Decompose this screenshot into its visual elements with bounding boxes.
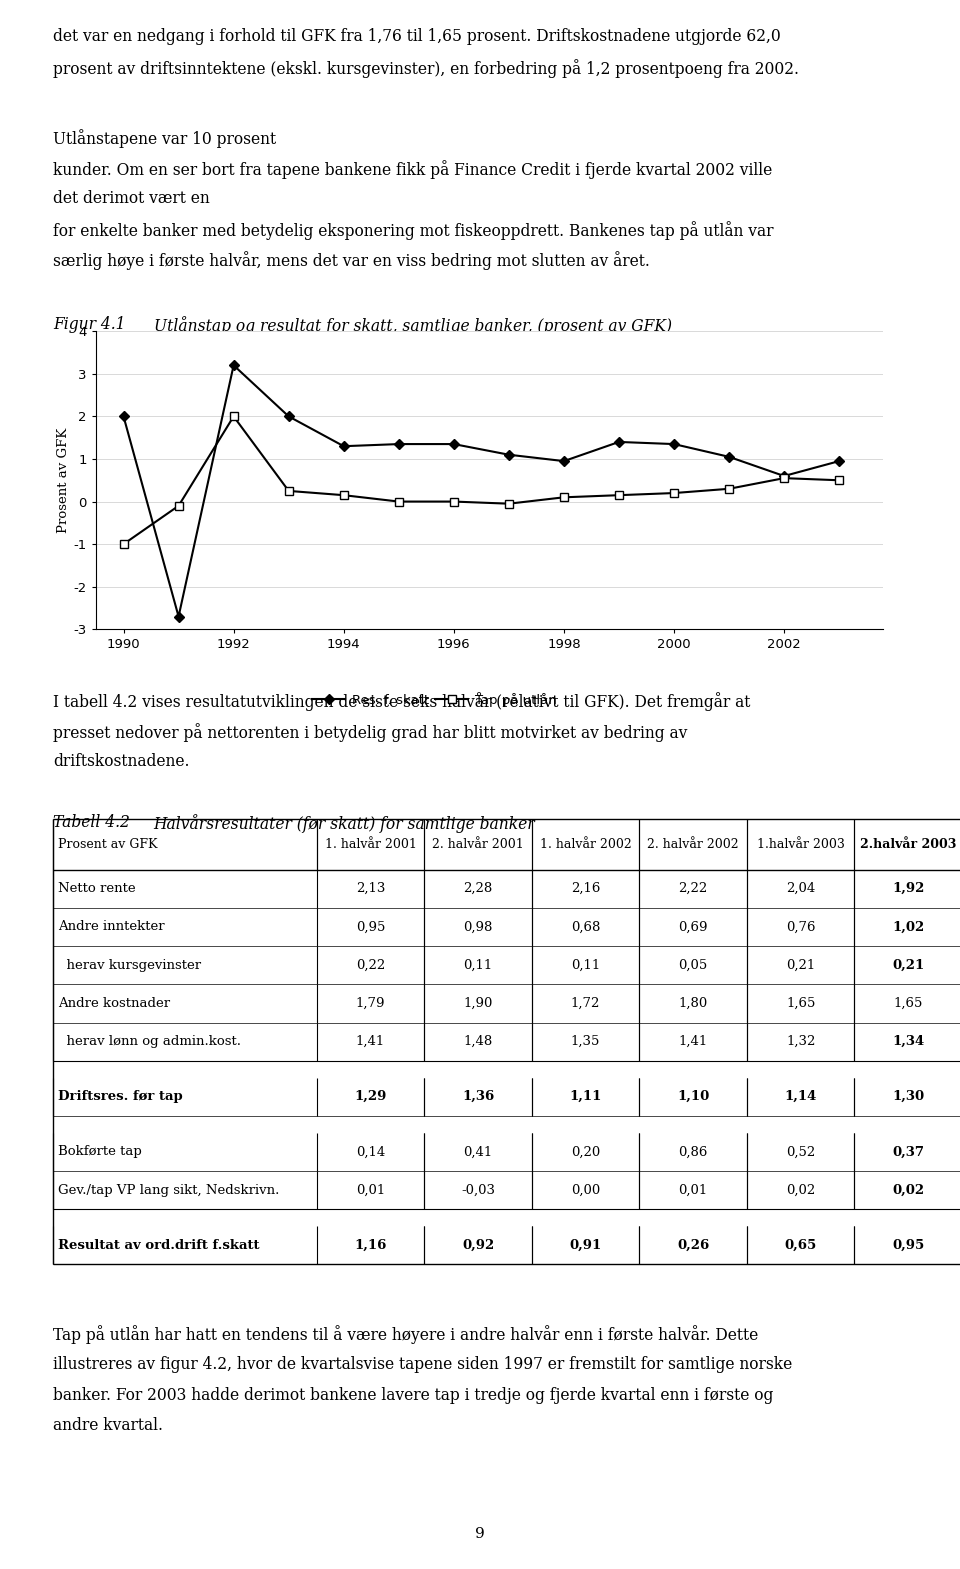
Text: 0,41: 0,41 [464, 1145, 492, 1158]
Text: 0,00: 0,00 [571, 1183, 600, 1197]
Text: det derimot vært en: det derimot vært en [53, 190, 214, 207]
Text: 1,36: 1,36 [462, 1090, 494, 1103]
Text: illustreres av figur 4.2, hvor de kvartalsvise tapene siden 1997 er fremstilt fo: illustreres av figur 4.2, hvor de kvarta… [53, 1356, 792, 1373]
Text: 1,10: 1,10 [677, 1090, 709, 1103]
Text: 1,79: 1,79 [356, 996, 385, 1010]
Text: 1,41: 1,41 [679, 1036, 708, 1048]
Text: Andre kostnader: Andre kostnader [58, 996, 170, 1010]
Text: kunder. Om en ser bort fra tapene bankene fikk på Finance Credit i fjerde kvarta: kunder. Om en ser bort fra tapene banken… [53, 160, 772, 179]
Text: 0,95: 0,95 [892, 1238, 924, 1252]
Text: 0,02: 0,02 [892, 1183, 924, 1197]
Text: 2. halvår 2002: 2. halvår 2002 [647, 838, 739, 850]
Text: Utlånstap og resultat for skatt, samtlige banker, (prosent av GFK): Utlånstap og resultat for skatt, samtlig… [154, 315, 672, 334]
Text: 2,13: 2,13 [356, 882, 385, 896]
Text: 1,48: 1,48 [464, 1036, 492, 1048]
Text: Figur 4.1: Figur 4.1 [53, 315, 126, 333]
Text: 0,26: 0,26 [677, 1238, 709, 1252]
Text: 0,37: 0,37 [892, 1145, 924, 1158]
Text: herav kursgevinster: herav kursgevinster [58, 959, 201, 971]
Text: 0,22: 0,22 [356, 959, 385, 971]
Text: 1,72: 1,72 [571, 996, 600, 1010]
Text: 1,16: 1,16 [354, 1238, 387, 1252]
Text: 0,05: 0,05 [679, 959, 708, 971]
Text: det var en nedgang i forhold til GFK fra 1,76 til 1,65 prosent. Driftskostnadene: det var en nedgang i forhold til GFK fra… [53, 28, 780, 46]
Text: Driftsres. før tap: Driftsres. før tap [58, 1090, 182, 1103]
Text: andre kvartal.: andre kvartal. [53, 1417, 163, 1434]
Text: 0,02: 0,02 [786, 1183, 815, 1197]
Text: 0,65: 0,65 [784, 1238, 817, 1252]
Text: 0,68: 0,68 [571, 921, 600, 934]
Text: 0,11: 0,11 [464, 959, 492, 971]
Text: 0,01: 0,01 [679, 1183, 708, 1197]
Text: I tabell 4.2 vises resultatutviklingen de siste seks halvår (relativt til GFK). : I tabell 4.2 vises resultatutviklingen d… [53, 692, 750, 711]
Text: 2,16: 2,16 [571, 882, 600, 896]
Text: driftskostnadene.: driftskostnadene. [53, 753, 189, 770]
Text: 0,14: 0,14 [356, 1145, 385, 1158]
Text: 0,01: 0,01 [356, 1183, 385, 1197]
Text: 1,32: 1,32 [786, 1036, 815, 1048]
Text: Tap på utlån har hatt en tendens til å være høyere i andre halvår enn i første h: Tap på utlån har hatt en tendens til å v… [53, 1326, 758, 1345]
Text: for enkelte banker med betydelig eksponering mot fiskeoppdrett. Bankenes tap på : for enkelte banker med betydelig ekspone… [53, 221, 774, 240]
Text: 1,80: 1,80 [679, 996, 708, 1010]
Legend: Res. f. skatt, Tap på utlån: Res. f. skatt, Tap på utlån [307, 687, 563, 712]
Text: 1,35: 1,35 [571, 1036, 600, 1048]
Text: 2,28: 2,28 [464, 882, 492, 896]
Text: presset nedover på nettorenten i betydelig grad har blitt motvirket av bedring a: presset nedover på nettorenten i betydel… [53, 723, 687, 742]
Text: prosent av driftsinntektene (ekskl. kursgevinster), en forbedring på 1,2 prosent: prosent av driftsinntektene (ekskl. kurs… [53, 58, 799, 78]
Text: 0,91: 0,91 [569, 1238, 602, 1252]
Text: Gev./tap VP lang sikt, Nedskrivn.: Gev./tap VP lang sikt, Nedskrivn. [58, 1183, 279, 1197]
Text: 1.halvår 2003: 1.halvår 2003 [756, 838, 845, 850]
Text: 0,11: 0,11 [571, 959, 600, 971]
Text: Halvårsresultater (før skatt) for samtlige banker: Halvårsresultater (før skatt) for samtli… [154, 814, 536, 833]
Text: Andre inntekter: Andre inntekter [58, 921, 164, 934]
Text: Prosent av GFK: Prosent av GFK [58, 838, 157, 850]
Text: Utlånstapene var 10 prosent: Utlånstapene var 10 prosent [53, 129, 280, 147]
Text: 1,30: 1,30 [892, 1090, 924, 1103]
Text: 0,95: 0,95 [356, 921, 385, 934]
Text: 1,41: 1,41 [356, 1036, 385, 1048]
Text: 1,14: 1,14 [784, 1090, 817, 1103]
Text: særlig høye i første halvår, mens det var en viss bedring mot slutten av året.: særlig høye i første halvår, mens det va… [53, 251, 650, 270]
Text: Bokførte tap: Bokførte tap [58, 1145, 141, 1158]
Text: 1,65: 1,65 [786, 996, 815, 1010]
Text: 0,76: 0,76 [786, 921, 815, 934]
Text: 1,90: 1,90 [464, 996, 492, 1010]
Text: 0,98: 0,98 [464, 921, 492, 934]
Text: 1,11: 1,11 [569, 1090, 602, 1103]
Text: 0,92: 0,92 [462, 1238, 494, 1252]
Text: 1,92: 1,92 [892, 882, 924, 896]
Text: 2. halvår 2001: 2. halvår 2001 [432, 838, 524, 850]
Text: 0,21: 0,21 [786, 959, 815, 971]
Text: 9: 9 [475, 1528, 485, 1541]
Text: 0,52: 0,52 [786, 1145, 815, 1158]
Text: 0,20: 0,20 [571, 1145, 600, 1158]
Text: Resultat av ord.drift f.skatt: Resultat av ord.drift f.skatt [58, 1238, 259, 1252]
Text: 1,02: 1,02 [892, 921, 924, 934]
Text: 1,29: 1,29 [354, 1090, 387, 1103]
Text: 0,21: 0,21 [892, 959, 924, 971]
Text: 1,65: 1,65 [894, 996, 923, 1010]
Text: 0,69: 0,69 [679, 921, 708, 934]
Text: 1,34: 1,34 [892, 1036, 924, 1048]
Text: banker. For 2003 hadde derimot bankene lavere tap i tredje og fjerde kvartal enn: banker. For 2003 hadde derimot bankene l… [53, 1387, 773, 1404]
Text: herav lønn og admin.kost.: herav lønn og admin.kost. [58, 1036, 241, 1048]
Y-axis label: Prosent av GFK: Prosent av GFK [57, 428, 69, 533]
Text: 2,04: 2,04 [786, 882, 815, 896]
Text: 1. halvår 2002: 1. halvår 2002 [540, 838, 632, 850]
Text: Tabell 4.2: Tabell 4.2 [53, 814, 130, 832]
Text: 1. halvår 2001: 1. halvår 2001 [324, 838, 417, 850]
Text: 2.halvår 2003: 2.halvår 2003 [860, 838, 956, 850]
Text: 2,22: 2,22 [679, 882, 708, 896]
Text: Netto rente: Netto rente [58, 882, 135, 896]
Text: -0,03: -0,03 [461, 1183, 495, 1197]
Text: 0,86: 0,86 [679, 1145, 708, 1158]
